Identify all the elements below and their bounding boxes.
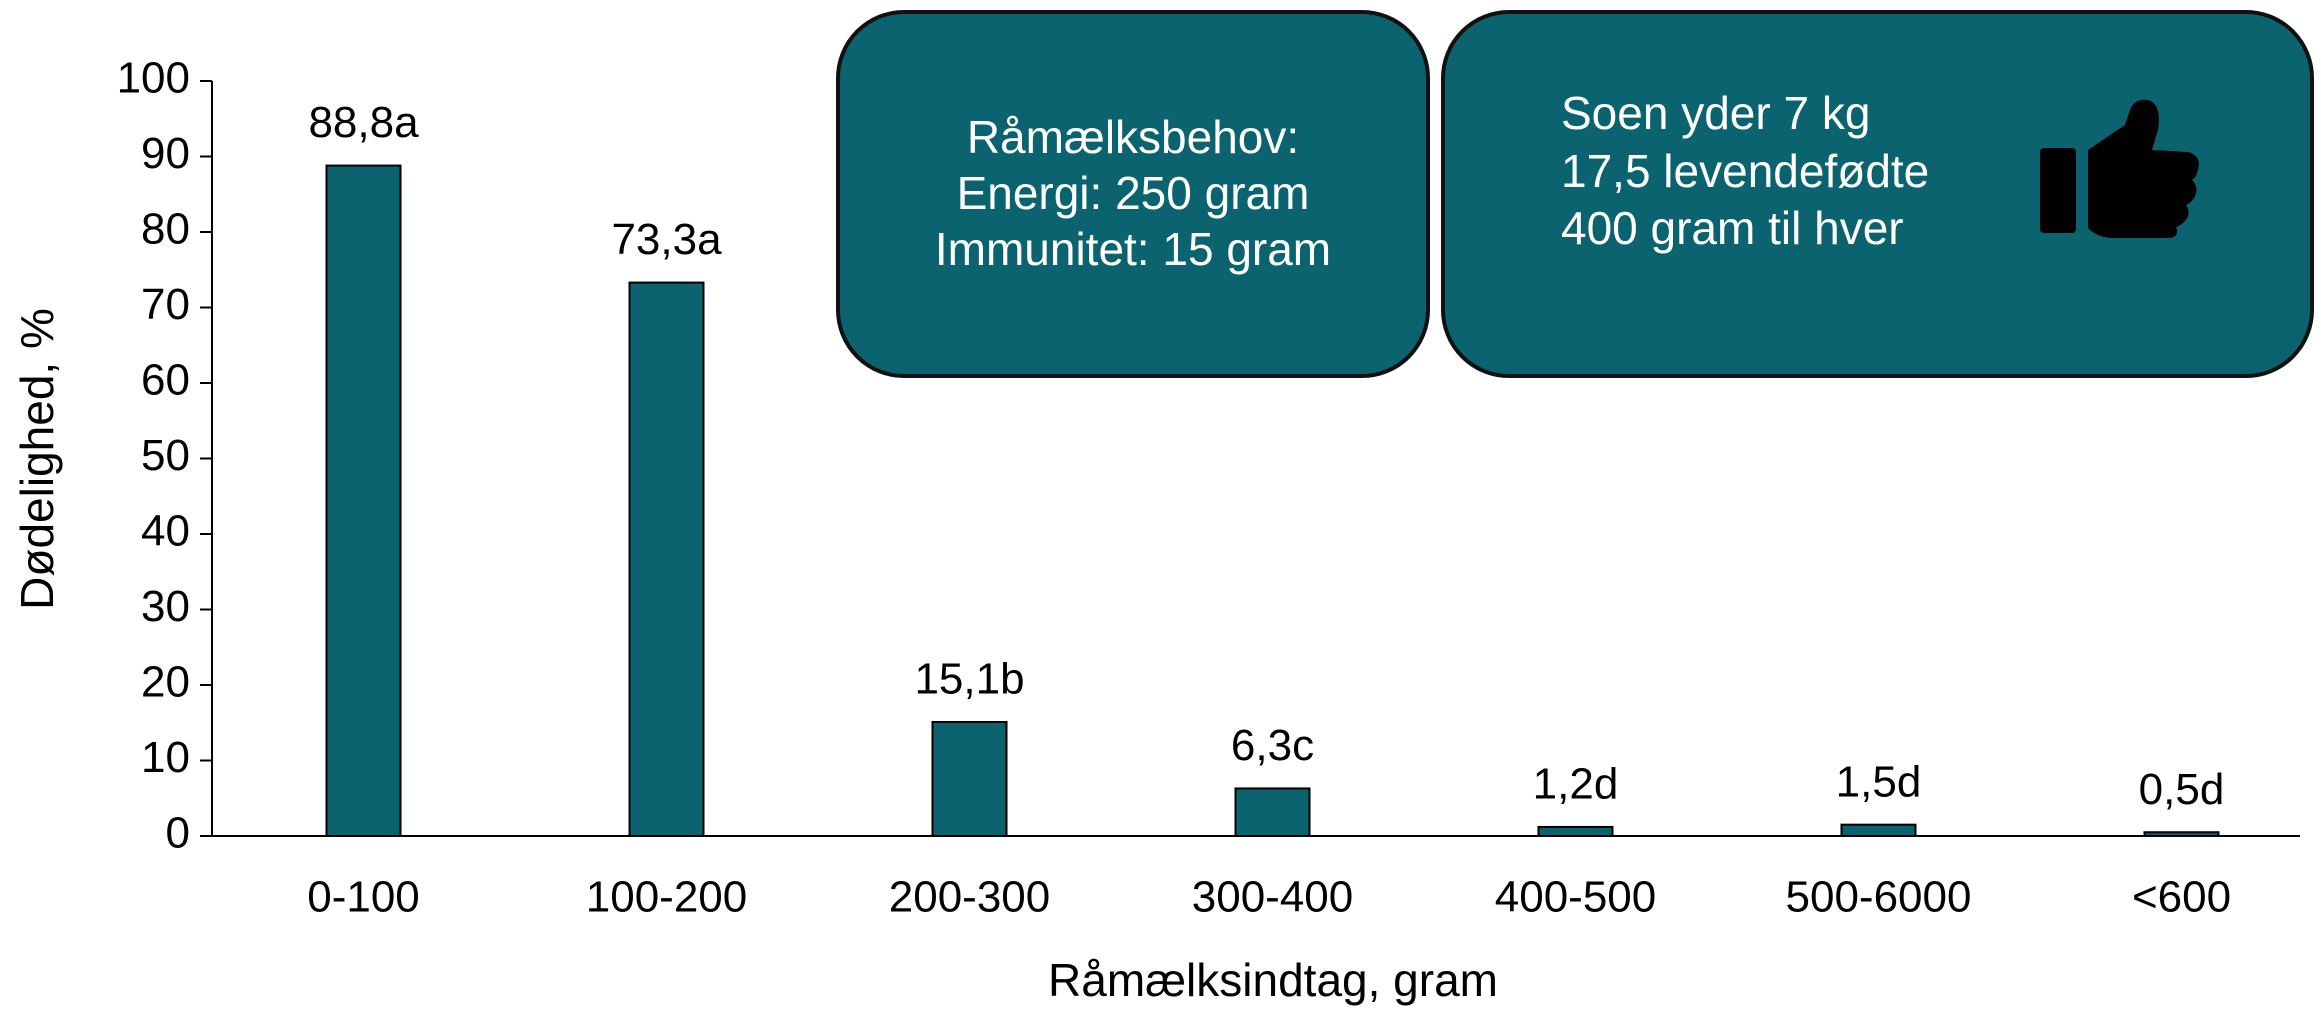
y-tick-label: 20	[141, 658, 190, 707]
x-tick-label: <600	[2132, 873, 2231, 922]
bar	[628, 281, 705, 837]
value-label: 73,3a	[611, 215, 722, 264]
value-label: 15,1b	[914, 655, 1024, 704]
box-text: Soen yder 7 kg	[1561, 87, 1870, 139]
x-tick-label: 100-200	[586, 873, 747, 922]
x-tick-label: 200-300	[889, 873, 1050, 922]
x-tick-label: 500-6000	[1786, 873, 1972, 922]
x-axis-label: Råmælksindtag, gram	[1048, 954, 1498, 1006]
y-tick-label: 100	[117, 54, 190, 103]
y-tick-label: 50	[141, 431, 190, 480]
bar	[325, 164, 402, 837]
y-tick-label: 10	[141, 733, 190, 782]
value-label: 1,5d	[1836, 757, 1922, 806]
y-tick-label: 0	[166, 809, 190, 858]
x-tick-label: 300-400	[1192, 873, 1353, 922]
bar	[931, 720, 1008, 837]
y-tick-label: 40	[141, 507, 190, 556]
box-text: Energi: 250 gram	[957, 167, 1310, 219]
y-tick-label: 70	[141, 280, 190, 329]
y-tick-label: 90	[141, 129, 190, 178]
y-tick-label: 80	[141, 205, 190, 254]
box-text: 17,5 levendefødte	[1561, 145, 1929, 197]
box-text: 400 gram til hver	[1561, 202, 1904, 254]
value-label: 0,5d	[2139, 765, 2225, 814]
box-text: Immunitet: 15 gram	[935, 223, 1331, 275]
info-box	[836, 10, 1430, 378]
bar	[1537, 825, 1614, 838]
value-label: 88,8a	[308, 98, 419, 147]
x-tick-label: 0-100	[307, 873, 420, 922]
y-axis-label: Dødelighed, %	[11, 308, 63, 610]
thumbs-up-icon	[2040, 99, 2199, 238]
value-label: 1,2d	[1533, 760, 1619, 809]
y-tick-label: 30	[141, 582, 190, 631]
value-label: 6,3c	[1231, 721, 1314, 770]
info-box	[1441, 10, 2314, 378]
box-text: Råmælksbehov:	[967, 111, 1299, 163]
x-tick-label: 400-500	[1495, 873, 1656, 922]
bar	[1840, 823, 1917, 837]
bar	[1234, 787, 1311, 837]
y-tick-label: 60	[141, 356, 190, 405]
